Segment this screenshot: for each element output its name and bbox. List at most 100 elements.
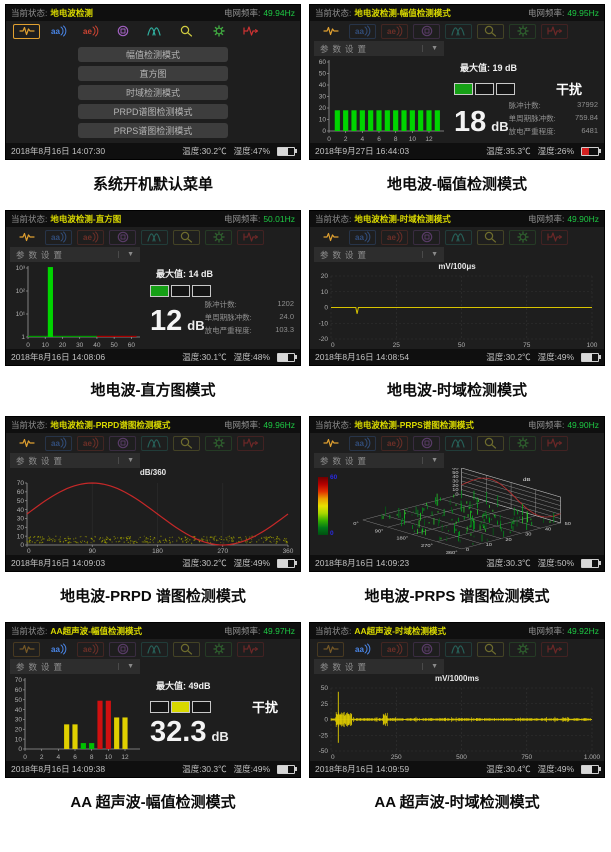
svg-text:30: 30 [452, 479, 459, 484]
param-settings-bar[interactable]: 参数设置 ▼ [314, 659, 444, 674]
tev-waveform-icon[interactable] [317, 436, 344, 451]
aa-ultrasonic-icon[interactable]: aa [349, 435, 376, 451]
temperature: 温度:30.2℃ [182, 146, 227, 156]
ae-ultrasonic-icon[interactable]: ae [381, 23, 408, 39]
spectrum-icon[interactable] [445, 23, 472, 39]
record-icon[interactable] [413, 229, 440, 245]
pulse-icon[interactable] [237, 24, 264, 39]
menu-item-prpd-mode[interactable]: PRPD谱图检测模式 [78, 103, 228, 119]
settings-gear-icon[interactable] [509, 641, 536, 657]
pulse-icon[interactable] [237, 435, 264, 451]
spectrum-icon[interactable] [141, 229, 168, 245]
ae-ultrasonic-icon[interactable]: ae [381, 229, 408, 245]
aa-ultrasonic-icon[interactable]: aa [45, 229, 72, 245]
dropdown-arrow-icon[interactable]: ▼ [118, 251, 134, 258]
ae-ultrasonic-icon[interactable]: ae [77, 24, 104, 39]
aa-ultrasonic-icon[interactable]: aa [349, 229, 376, 245]
zoom-icon[interactable] [477, 641, 504, 657]
level-block [150, 700, 169, 713]
svg-text:90: 90 [89, 548, 97, 555]
aa-ultrasonic-icon[interactable]: aa [349, 23, 376, 39]
spectrum-icon[interactable] [445, 641, 472, 657]
big-reading: 12 dB [150, 307, 205, 336]
record-icon[interactable] [109, 229, 136, 245]
dropdown-arrow-icon[interactable]: ▼ [118, 457, 134, 464]
menu-item-amplitude-mode[interactable]: 幅值检测模式 [78, 46, 228, 62]
record-icon[interactable] [109, 641, 136, 657]
zoom-icon[interactable] [173, 229, 200, 245]
pulse-icon[interactable] [237, 229, 264, 245]
aa-ultrasonic-icon[interactable]: aa [45, 24, 72, 39]
record-icon[interactable] [413, 641, 440, 657]
record-icon[interactable] [413, 23, 440, 39]
settings-gear-icon[interactable] [509, 435, 536, 451]
record-icon[interactable] [413, 435, 440, 451]
settings-gear-icon[interactable] [509, 229, 536, 245]
grid-frequency-label: 电网频率: [223, 8, 261, 18]
ae-ultrasonic-icon[interactable]: ae [381, 435, 408, 451]
ae-ultrasonic-icon[interactable]: ae [77, 435, 104, 451]
ae-ultrasonic-icon[interactable]: ae [77, 229, 104, 245]
big-reading-value: 32.3 [150, 716, 207, 748]
menu-item-prps-mode[interactable]: PRPS谱图检测模式 [78, 122, 228, 138]
svg-text:20: 20 [319, 105, 327, 112]
aa-ultrasonic-icon[interactable]: aa [45, 435, 72, 451]
tev-waveform-icon[interactable] [13, 23, 40, 39]
param-settings-bar[interactable]: 参数设置 ▼ [314, 41, 444, 56]
pulse-icon[interactable] [541, 641, 568, 657]
level-block [475, 82, 494, 95]
spectrum-icon[interactable] [141, 641, 168, 657]
pulse-icon[interactable] [237, 641, 264, 657]
tev-waveform-icon[interactable] [13, 230, 40, 245]
settings-gear-icon[interactable] [205, 435, 232, 451]
param-settings-bar[interactable]: 参数设置 ▼ [314, 247, 444, 262]
settings-gear-icon[interactable] [509, 23, 536, 39]
param-settings-bar[interactable]: 参数设置 ▼ [10, 453, 140, 468]
spectrum-icon[interactable] [445, 435, 472, 451]
zoom-icon[interactable] [477, 229, 504, 245]
param-settings-bar[interactable]: 参数设置 ▼ [314, 453, 444, 468]
dropdown-arrow-icon[interactable]: ▼ [118, 663, 134, 670]
zoom-icon[interactable] [173, 24, 200, 39]
tev-waveform-icon[interactable] [317, 641, 344, 657]
ae-ultrasonic-icon[interactable]: ae [381, 641, 408, 657]
param-settings-bar[interactable]: 参数设置 ▼ [10, 247, 140, 262]
tev-waveform-icon[interactable] [317, 230, 344, 245]
menu-item-time-domain-mode[interactable]: 时域检测模式 [78, 84, 228, 100]
ae-ultrasonic-icon[interactable]: ae [77, 641, 104, 657]
svg-text:50: 50 [111, 342, 119, 349]
pulse-icon[interactable] [541, 229, 568, 245]
pulse-icon[interactable] [541, 435, 568, 451]
stat-value: 24.0 [279, 312, 294, 321]
color-scale-min-label: 0 [330, 530, 334, 537]
dropdown-arrow-icon[interactable]: ▼ [422, 457, 438, 464]
chart-title: mV/100μs [438, 262, 476, 271]
spectrum-icon[interactable] [445, 229, 472, 245]
tev-waveform-icon[interactable] [13, 436, 40, 451]
dropdown-arrow-icon[interactable]: ▼ [422, 45, 438, 52]
zoom-icon[interactable] [477, 435, 504, 451]
tev-waveform-icon[interactable] [317, 24, 344, 39]
toolbar: aa ae [6, 21, 300, 41]
record-icon[interactable] [109, 435, 136, 451]
param-settings-bar[interactable]: 参数设置 ▼ [10, 659, 140, 674]
menu-item-histogram[interactable]: 直方图 [78, 65, 228, 81]
zoom-icon[interactable] [173, 641, 200, 657]
date-time: 2018年8月16日 14:08:06 [11, 352, 106, 362]
pulse-icon[interactable] [541, 23, 568, 39]
spectrum-icon[interactable] [141, 435, 168, 451]
dropdown-arrow-icon[interactable]: ▼ [422, 663, 438, 670]
zoom-icon[interactable] [477, 23, 504, 39]
aa-ultrasonic-icon[interactable]: aa [349, 642, 376, 657]
dropdown-arrow-icon[interactable]: ▼ [422, 251, 438, 258]
settings-gear-icon[interactable] [205, 641, 232, 657]
aa-ultrasonic-icon[interactable]: aa [45, 642, 72, 657]
zoom-icon[interactable] [173, 435, 200, 451]
settings-gear-icon[interactable] [205, 229, 232, 245]
footer-bar: 2018年8月16日 14:08:54 温度:30.2℃ 湿度:49% [310, 349, 604, 365]
record-icon[interactable] [109, 24, 136, 39]
date-time: 2018年8月16日 14:08:54 [315, 352, 410, 362]
spectrum-icon[interactable] [141, 24, 168, 39]
settings-gear-icon[interactable] [205, 24, 232, 39]
tev-waveform-icon[interactable] [13, 641, 40, 657]
